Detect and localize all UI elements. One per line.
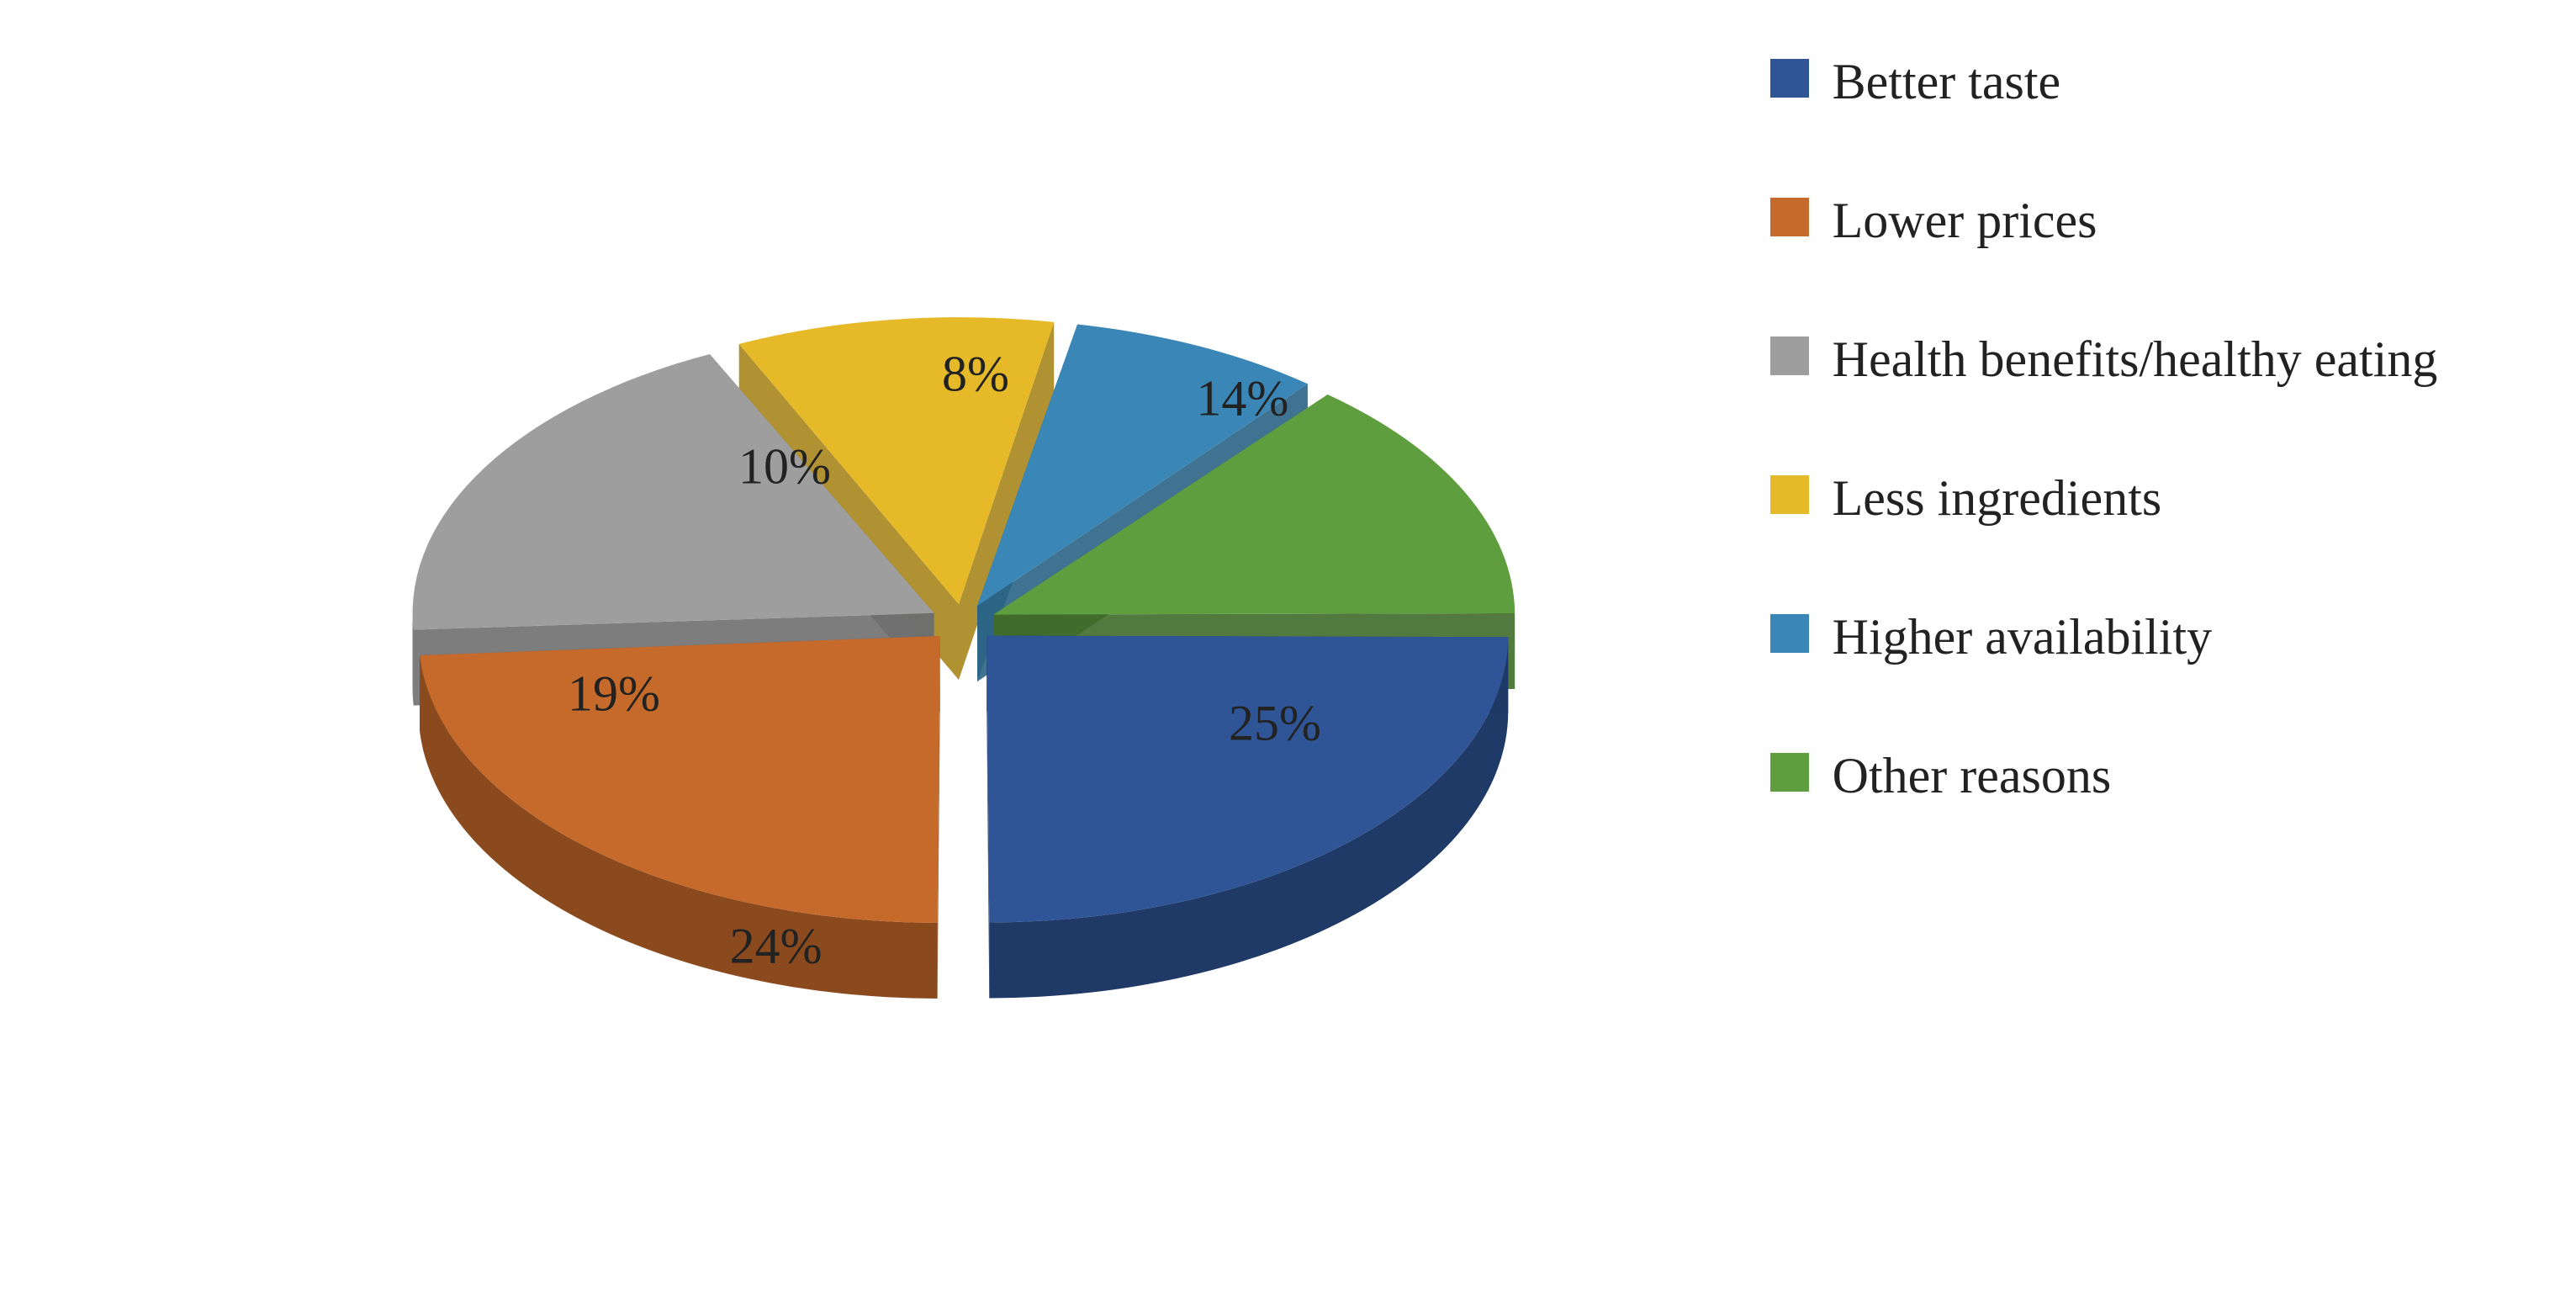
- legend: Better taste Lower prices Health benefits/…: [1737, 34, 2438, 883]
- slice-percent-label: 14%: [1196, 369, 1288, 427]
- legend-item: Other reasons: [1770, 745, 2438, 808]
- legend-swatch: [1770, 753, 1809, 792]
- legend-item: Better taste: [1770, 50, 2438, 114]
- slice-percent-label: 19%: [568, 665, 660, 723]
- legend-item: Lower prices: [1770, 189, 2438, 252]
- pie-svg: [139, 34, 1737, 1275]
- legend-swatch: [1770, 198, 1809, 236]
- legend-item: Health benefits/healthy eating: [1770, 328, 2438, 391]
- legend-label: Health benefits/healthy eating: [1833, 328, 2438, 391]
- legend-swatch: [1770, 59, 1809, 98]
- slice-percent-label: 25%: [1229, 695, 1321, 753]
- slice-percent-label: 10%: [738, 438, 831, 496]
- legend-label: Better taste: [1833, 50, 2061, 114]
- legend-item: Less ingredients: [1770, 467, 2438, 530]
- legend-item: Higher availability: [1770, 606, 2438, 669]
- pie-slice: [986, 636, 1508, 923]
- pie-slice: [420, 636, 940, 923]
- legend-label: Less ingredients: [1833, 467, 2162, 530]
- slice-percent-label: 8%: [942, 345, 1009, 403]
- legend-swatch: [1770, 475, 1809, 514]
- legend-swatch: [1770, 337, 1809, 375]
- legend-label: Lower prices: [1833, 189, 2097, 252]
- chart-container: 25% 24% 19% 10% 8% 14% Better taste Lower pric…: [0, 0, 2576, 1309]
- legend-label: Other reasons: [1833, 745, 2112, 808]
- pie-chart: 25% 24% 19% 10% 8% 14%: [139, 34, 1737, 1275]
- legend-label: Higher availability: [1833, 606, 2213, 669]
- legend-swatch: [1770, 614, 1809, 653]
- slice-percent-label: 24%: [730, 918, 823, 976]
